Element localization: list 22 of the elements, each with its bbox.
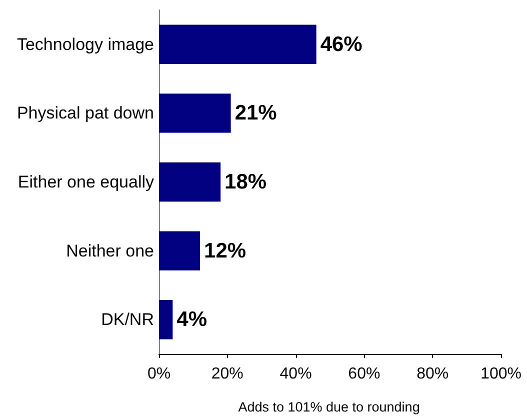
x-tick-label: 40% [280,366,312,382]
bar [159,231,200,270]
y-tick-label: Neither one [66,241,154,260]
data-label: 4% [176,308,208,332]
y-tick-label: Physical pat down [16,104,154,123]
data-label: 46% [320,32,363,56]
x-tick-label: 80% [416,366,449,382]
y-tick-label: DK/NR [101,310,154,330]
x-tick-label: 20% [211,366,244,382]
y-tick-label: Either one equally [18,172,154,192]
bar [159,300,173,340]
y-tick-label: Technology image [16,34,154,54]
bar [159,24,316,64]
x-tick-label: 60% [348,366,380,382]
bar [159,94,231,133]
data-label: 18% [224,170,267,194]
data-label: 12% [204,239,246,262]
bar [159,162,221,202]
x-tick-label: 100% [480,366,522,382]
text: Adds to 101% due to rounding [238,400,420,414]
x-tick-label: 0% [147,366,171,382]
data-label: 21% [234,102,278,125]
